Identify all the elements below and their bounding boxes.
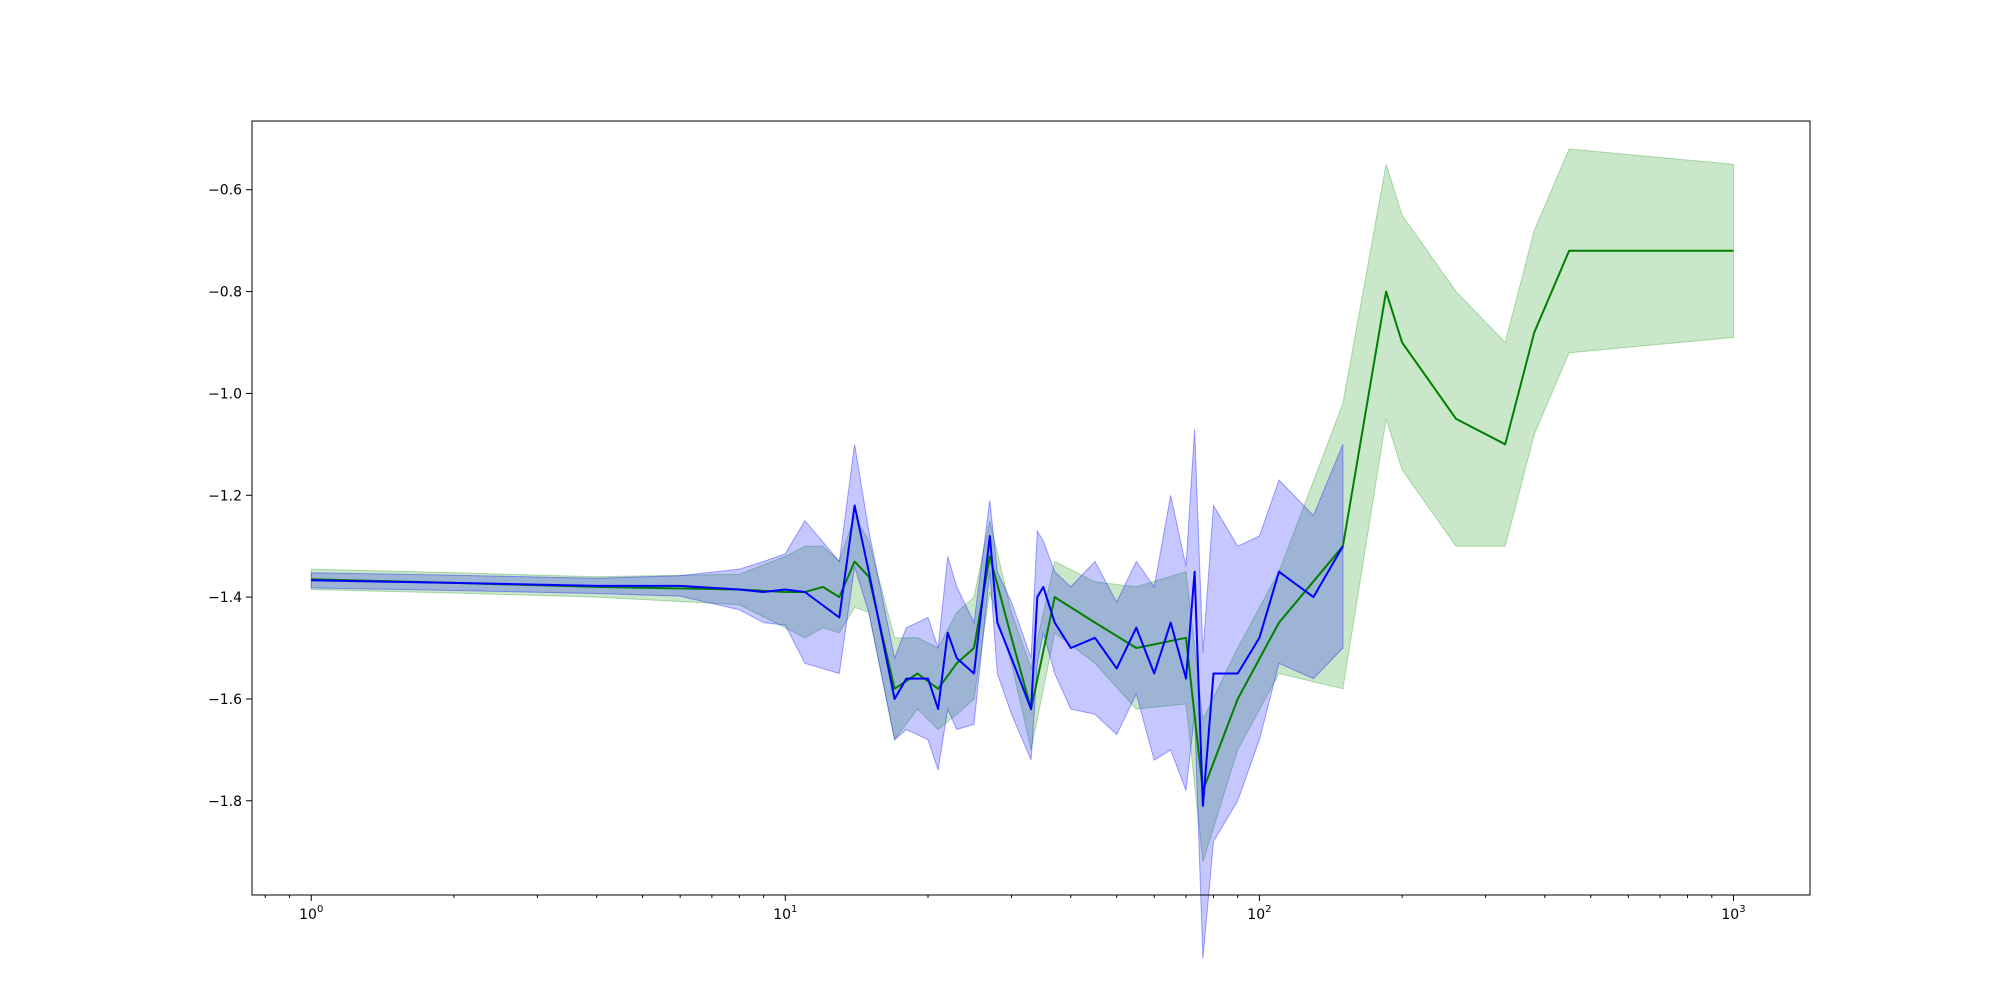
confidence-bands [310,148,1734,959]
y-tick-label: −0.6 [208,183,242,199]
x-axis: 100 101 102 103 [264,895,1746,923]
y-tick-label: −1.4 [208,590,242,606]
series-lines [311,249,1734,807]
y-axis: −1.8 −1.6 −1.4 −1.2 −1.0 −0.8 −0.6 [208,183,252,810]
x-tick-label: 103 [1721,904,1745,923]
series-line-2 [311,504,1344,807]
y-tick-label: −1.2 [208,488,242,504]
y-tick-label: −1.8 [208,794,242,810]
confidence-band-1 [310,148,1734,863]
x-tick-label: 102 [1247,904,1271,923]
y-tick-label: −0.8 [208,285,242,301]
confidence-band-2 [310,429,1344,959]
plot-frame [251,120,1811,896]
y-tick-label: −1.6 [208,692,242,708]
x-tick-label: 101 [773,904,797,923]
x-tick-label: 100 [299,904,323,923]
y-tick-label: −1.0 [208,386,242,402]
